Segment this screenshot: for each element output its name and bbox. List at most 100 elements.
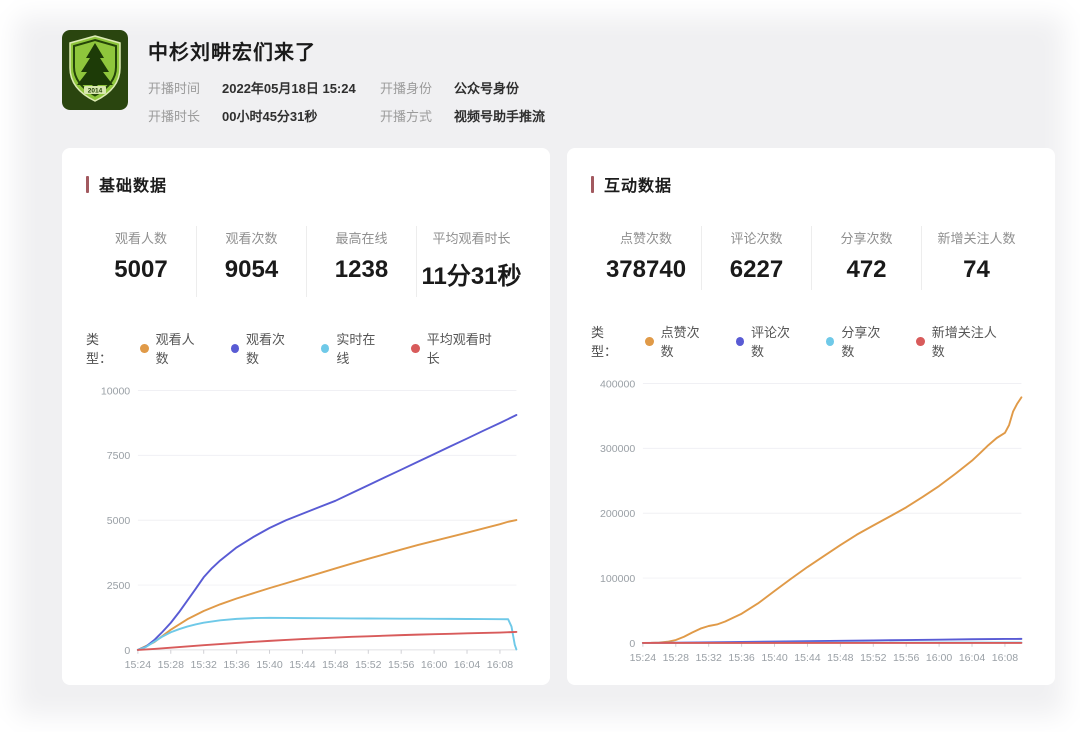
section-title: 基础数据 xyxy=(99,178,168,195)
svg-text:5000: 5000 xyxy=(107,515,131,527)
svg-text:15:48: 15:48 xyxy=(322,659,349,671)
stat-likes: 点赞次数 378740 xyxy=(591,226,701,290)
legend-dot-icon xyxy=(916,336,925,346)
legend-item-views[interactable]: 观看次数 xyxy=(230,329,294,367)
legend-label: 新增关注人数 xyxy=(931,325,997,359)
interaction-data-header: 互动数据 xyxy=(591,172,1031,196)
stat-value: 378740 xyxy=(605,256,687,283)
svg-text:0: 0 xyxy=(124,645,130,657)
interaction-data-line-chart[interactable]: 0 100000 200000 300000 400000 15:24 15:28 15:32… xyxy=(591,372,1031,678)
stat-peak-online: 最高在线 1238 xyxy=(306,226,416,297)
legend-item-realtime-online[interactable]: 实时在线 xyxy=(321,329,384,367)
info-label: 开播身份 xyxy=(380,81,433,96)
svg-text:10000: 10000 xyxy=(101,385,130,397)
stat-value: 9054 xyxy=(224,256,279,283)
info-label: 开播方式 xyxy=(380,109,433,124)
svg-text:300000: 300000 xyxy=(600,443,635,455)
school-shield-logo: 2014 xyxy=(62,30,128,110)
stat-label: 观看次数 xyxy=(225,231,278,246)
svg-text:15:28: 15:28 xyxy=(663,652,690,664)
svg-text:16:00: 16:00 xyxy=(926,652,953,664)
legend-label: 观看人数 xyxy=(155,332,195,366)
svg-text:200000: 200000 xyxy=(600,508,635,520)
stat-value: 472 xyxy=(846,256,887,283)
title-accent-bar xyxy=(86,175,89,193)
svg-text:15:56: 15:56 xyxy=(388,659,415,671)
svg-text:15:24: 15:24 xyxy=(630,652,657,664)
stat-label: 观看人数 xyxy=(114,231,167,246)
stat-shares: 分享次数 472 xyxy=(811,226,921,290)
legend-item-viewers[interactable]: 观看人数 xyxy=(140,329,203,367)
legend-dot-icon xyxy=(735,336,745,346)
stat-value: 5007 xyxy=(114,256,168,283)
svg-text:400000: 400000 xyxy=(600,378,635,390)
info-method: 开播方式 视频号助手推流 xyxy=(380,106,545,125)
info-value: 公众号身份 xyxy=(454,81,520,96)
svg-text:15:24: 15:24 xyxy=(125,659,152,671)
legend-dot-icon xyxy=(645,336,654,346)
stream-info-grid: 开播时间 2022年05月18日 15:24 开播时长 00小时45分31秒 开… xyxy=(148,78,545,125)
legend-dot-icon xyxy=(321,343,330,353)
legend-dot-icon xyxy=(411,343,420,353)
stat-label: 评论次数 xyxy=(730,231,783,246)
legend-item-likes[interactable]: 点赞次数 xyxy=(645,322,708,360)
legend-label: 评论次数 xyxy=(751,325,791,359)
section-title: 互动数据 xyxy=(604,178,673,195)
basic-data-header: 基础数据 xyxy=(86,172,526,196)
svg-text:15:44: 15:44 xyxy=(289,659,316,671)
legend-item-shares[interactable]: 分享次数 xyxy=(826,322,889,360)
legend-type-label: 类型： xyxy=(591,325,618,359)
basic-data-line-chart[interactable]: 0 2500 5000 7500 10000 15:24 15:28 15:32 15:36 15… xyxy=(86,379,526,685)
stats-row: 观看人数 5007 观看次数 9054 最高在线 1238 平均观看时长 11分… xyxy=(86,226,526,297)
header-text: 中杉刘畊宏们来了 开播时间 2022年05月18日 15:24 开播时长 00小… xyxy=(148,30,545,125)
title-accent-bar xyxy=(591,175,594,193)
logo-year-text: 2014 xyxy=(88,88,103,95)
channel-avatar: 2014 xyxy=(62,30,128,110)
legend-dot-icon xyxy=(230,343,240,353)
basic-data-card: 基础数据 观看人数 5007 观看次数 9054 最高在线 1238 平均观看时… xyxy=(62,148,550,685)
svg-text:15:32: 15:32 xyxy=(696,652,723,664)
info-value: 00小时45分31秒 xyxy=(222,109,318,124)
stream-header: 2014 中杉刘畊宏们来了 开播时间 2022年05月18日 15:24 开播时… xyxy=(62,30,1055,125)
stat-value: 1238 xyxy=(334,256,389,283)
svg-text:15:36: 15:36 xyxy=(223,659,250,671)
info-identity: 开播身份 公众号身份 xyxy=(380,78,545,97)
svg-text:16:08: 16:08 xyxy=(992,652,1019,664)
svg-text:7500: 7500 xyxy=(107,450,131,462)
stat-value: 11分31秒 xyxy=(421,263,522,290)
info-label: 开播时间 xyxy=(148,81,201,96)
svg-text:16:04: 16:04 xyxy=(454,659,481,671)
stat-label: 分享次数 xyxy=(840,231,893,246)
svg-text:16:08: 16:08 xyxy=(487,659,514,671)
svg-text:15:40: 15:40 xyxy=(761,652,788,664)
info-value: 2022年05月18日 15:24 xyxy=(222,81,356,96)
stat-new-followers: 新增关注人数 74 xyxy=(921,226,1031,290)
chart-legend: 类型： 点赞次数 评论次数 分享次数 新增关注人数 xyxy=(591,322,1031,360)
legend-item-new-followers[interactable]: 新增关注人数 xyxy=(916,322,1004,360)
chart-legend: 类型： 观看人数 观看次数 实时在线 平均观看时长 xyxy=(86,329,526,367)
stat-avg-watch-time: 平均观看时长 11分31秒 xyxy=(416,226,526,297)
svg-text:15:52: 15:52 xyxy=(860,652,887,664)
svg-text:15:28: 15:28 xyxy=(158,659,185,671)
legend-item-avg-watch-time[interactable]: 平均观看时长 xyxy=(411,329,499,367)
stat-label: 新增关注人数 xyxy=(937,231,1016,246)
svg-text:0: 0 xyxy=(629,638,635,650)
svg-text:2500: 2500 xyxy=(107,580,131,592)
legend-label: 点赞次数 xyxy=(660,325,700,359)
svg-text:15:32: 15:32 xyxy=(191,659,218,671)
info-label: 开播时长 xyxy=(148,109,201,124)
legend-label: 观看次数 xyxy=(246,332,286,366)
stat-viewers: 观看人数 5007 xyxy=(86,226,196,297)
legend-item-comments[interactable]: 评论次数 xyxy=(735,322,799,360)
legend-dot-icon xyxy=(140,343,149,353)
data-cards: 基础数据 观看人数 5007 观看次数 9054 最高在线 1238 平均观看时… xyxy=(62,148,1055,685)
stat-label: 点赞次数 xyxy=(619,231,672,246)
svg-text:100000: 100000 xyxy=(600,573,635,585)
svg-text:15:44: 15:44 xyxy=(794,652,821,664)
stat-value: 6227 xyxy=(729,256,784,283)
svg-text:15:56: 15:56 xyxy=(893,652,920,664)
info-start-time: 开播时间 2022年05月18日 15:24 xyxy=(148,78,380,97)
legend-type-label: 类型： xyxy=(86,332,113,366)
svg-text:16:00: 16:00 xyxy=(421,659,448,671)
